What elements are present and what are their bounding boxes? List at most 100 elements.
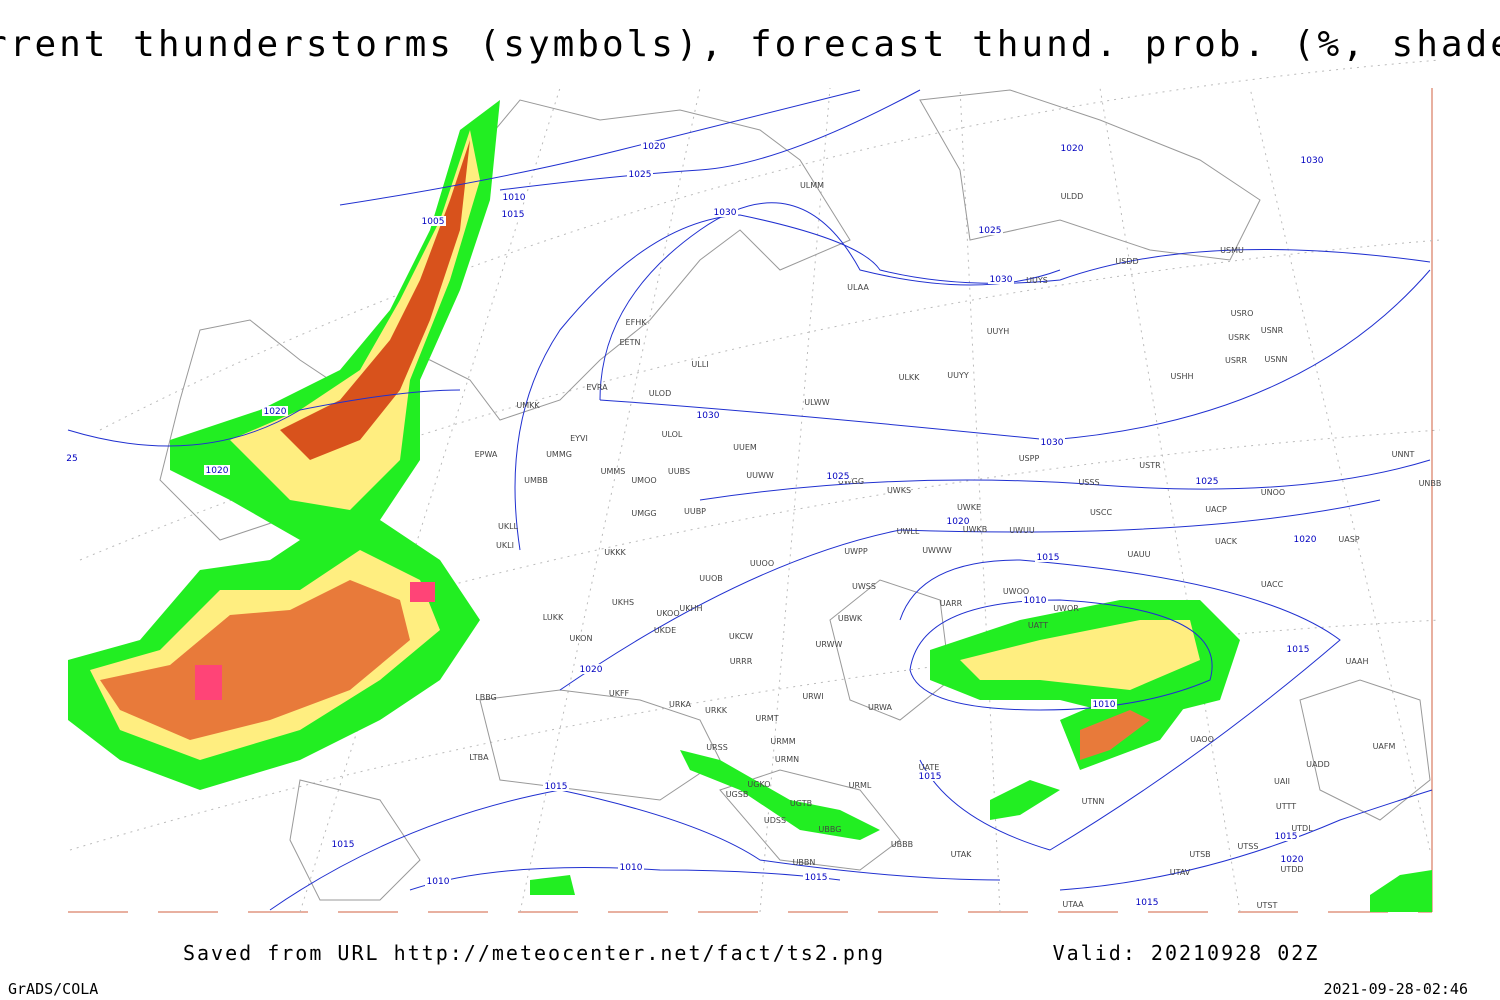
station-label: UMMS bbox=[601, 467, 626, 476]
station-label: UTTT bbox=[1276, 802, 1296, 811]
isobar-label: 1010 bbox=[1024, 596, 1047, 606]
station-label: UUWW bbox=[746, 471, 774, 480]
station-label: UWKB bbox=[963, 525, 988, 534]
station-label: EVRA bbox=[586, 383, 608, 392]
title: Current thunderstorms (symbols), forecas… bbox=[0, 24, 1500, 65]
station-label: ULDD bbox=[1061, 192, 1084, 201]
station-label: LBBG bbox=[475, 693, 497, 702]
isobar-label: 1010 bbox=[620, 863, 643, 873]
station-label: UTDD bbox=[1280, 865, 1303, 874]
station-label: UKFF bbox=[609, 689, 630, 698]
station-label: USNR bbox=[1261, 326, 1284, 335]
isobar-label: 1030 bbox=[697, 411, 720, 421]
station-label: UBBG bbox=[819, 825, 842, 834]
isobar-label: 1015 bbox=[332, 840, 355, 850]
isobar-label: 1020 bbox=[1294, 535, 1317, 545]
isobar-label: 1025 bbox=[827, 472, 850, 482]
station-label: URKA bbox=[669, 700, 692, 709]
station-label: USDD bbox=[1115, 257, 1138, 266]
isobar-label-bg bbox=[627, 169, 653, 179]
station-label: UKHS bbox=[612, 598, 634, 607]
isobar-label: 1015 bbox=[545, 782, 568, 792]
isobar-label: 1025 bbox=[629, 170, 652, 180]
station-label: UACK bbox=[1215, 537, 1238, 546]
isobar-label: 1010 bbox=[1093, 700, 1116, 710]
station-label: ULLI bbox=[691, 360, 708, 369]
isobar-label-bg bbox=[977, 225, 1003, 235]
station-label: URML bbox=[849, 781, 872, 790]
station-label: USRO bbox=[1231, 309, 1254, 318]
isobar-label-bg bbox=[578, 664, 604, 674]
station-label: UWLL bbox=[897, 527, 920, 536]
station-label: ULAA bbox=[847, 283, 869, 292]
isobar-label-bg bbox=[420, 216, 446, 226]
isobar-label: 1020 bbox=[264, 407, 287, 417]
station-label: UMBB bbox=[524, 476, 548, 485]
isobar-label-bg bbox=[330, 839, 356, 849]
station-label: UWKS bbox=[887, 486, 911, 495]
timestamp: 2021-09-28-02:46 bbox=[1324, 980, 1469, 998]
isobar-label-bg bbox=[945, 516, 971, 526]
station-label: EFHK bbox=[626, 318, 648, 327]
station-label: UWOR bbox=[1053, 604, 1079, 613]
isobar-label: 1010 bbox=[427, 877, 450, 887]
station-label: UWGG bbox=[838, 477, 864, 486]
station-label: USHH bbox=[1171, 372, 1194, 381]
isobar-label-bg bbox=[1022, 595, 1048, 605]
station-label: UWWW bbox=[922, 546, 952, 555]
station-label: UKOO bbox=[656, 609, 679, 618]
station-label: UATE bbox=[919, 763, 940, 772]
station-label: USSS bbox=[1078, 478, 1099, 487]
station-label: UAOO bbox=[1190, 735, 1214, 744]
station-label: UGTB bbox=[790, 799, 812, 808]
isobar-label: 1020 bbox=[1281, 855, 1304, 865]
saved-from: Saved from URL http://meteocenter.net/fa… bbox=[183, 941, 885, 965]
station-label: UKKK bbox=[604, 548, 626, 557]
station-label: UGSB bbox=[726, 790, 749, 799]
station-label: UKCW bbox=[729, 632, 753, 641]
station-label: UBBN bbox=[793, 858, 816, 867]
station-label: URMN bbox=[775, 755, 799, 764]
isobar-label-bg bbox=[1035, 552, 1061, 562]
isobar-label-bg bbox=[425, 876, 451, 886]
station-label: USNN bbox=[1265, 355, 1288, 364]
isobar-label-bg bbox=[204, 465, 230, 475]
station-label: UAAH bbox=[1345, 657, 1368, 666]
valid-time: Valid: 20210928 02Z bbox=[1053, 941, 1320, 965]
isobar-label: 1020 bbox=[580, 665, 603, 675]
isobar-label-bg bbox=[695, 410, 721, 420]
station-label: UMOO bbox=[631, 476, 656, 485]
isobar-label: 1030 bbox=[1041, 438, 1064, 448]
isobar-label-bg bbox=[803, 872, 829, 882]
station-label: UWSS bbox=[852, 582, 876, 591]
station-label: UMKK bbox=[516, 401, 540, 410]
isobar-label: 1020 bbox=[643, 142, 666, 152]
station-label: UKDE bbox=[654, 626, 676, 635]
isobar-label: 1015 bbox=[1037, 553, 1060, 563]
station-label: USRR bbox=[1225, 356, 1247, 365]
isobar-label: 1005 bbox=[422, 217, 445, 227]
isobar-label-bg bbox=[641, 141, 667, 151]
station-label: UMMG bbox=[546, 450, 572, 459]
isobar-label-bg bbox=[1059, 143, 1085, 153]
station-label: ULWW bbox=[804, 398, 829, 407]
isobar-label: 1020 bbox=[947, 517, 970, 527]
station-label: UKHH bbox=[679, 604, 702, 613]
isobars bbox=[67, 89, 1433, 911]
station-label: USRK bbox=[1228, 333, 1250, 342]
station-label: URWW bbox=[816, 640, 843, 649]
station-label: ULMM bbox=[800, 181, 824, 190]
isobar-label-bg bbox=[1279, 854, 1305, 864]
station-label: UTDL bbox=[1291, 824, 1313, 833]
station-label: UWOO bbox=[1003, 587, 1029, 596]
station-label: UTNN bbox=[1082, 797, 1105, 806]
station-label: UNOO bbox=[1261, 488, 1285, 497]
station-label: UWPP bbox=[844, 547, 868, 556]
isobar-label-bg bbox=[712, 207, 738, 217]
isobar-label: 1010 bbox=[503, 193, 526, 203]
station-label: USTR bbox=[1139, 461, 1161, 470]
isobar-label: 1015 bbox=[805, 873, 828, 883]
isobar-label-bg bbox=[1299, 155, 1325, 165]
